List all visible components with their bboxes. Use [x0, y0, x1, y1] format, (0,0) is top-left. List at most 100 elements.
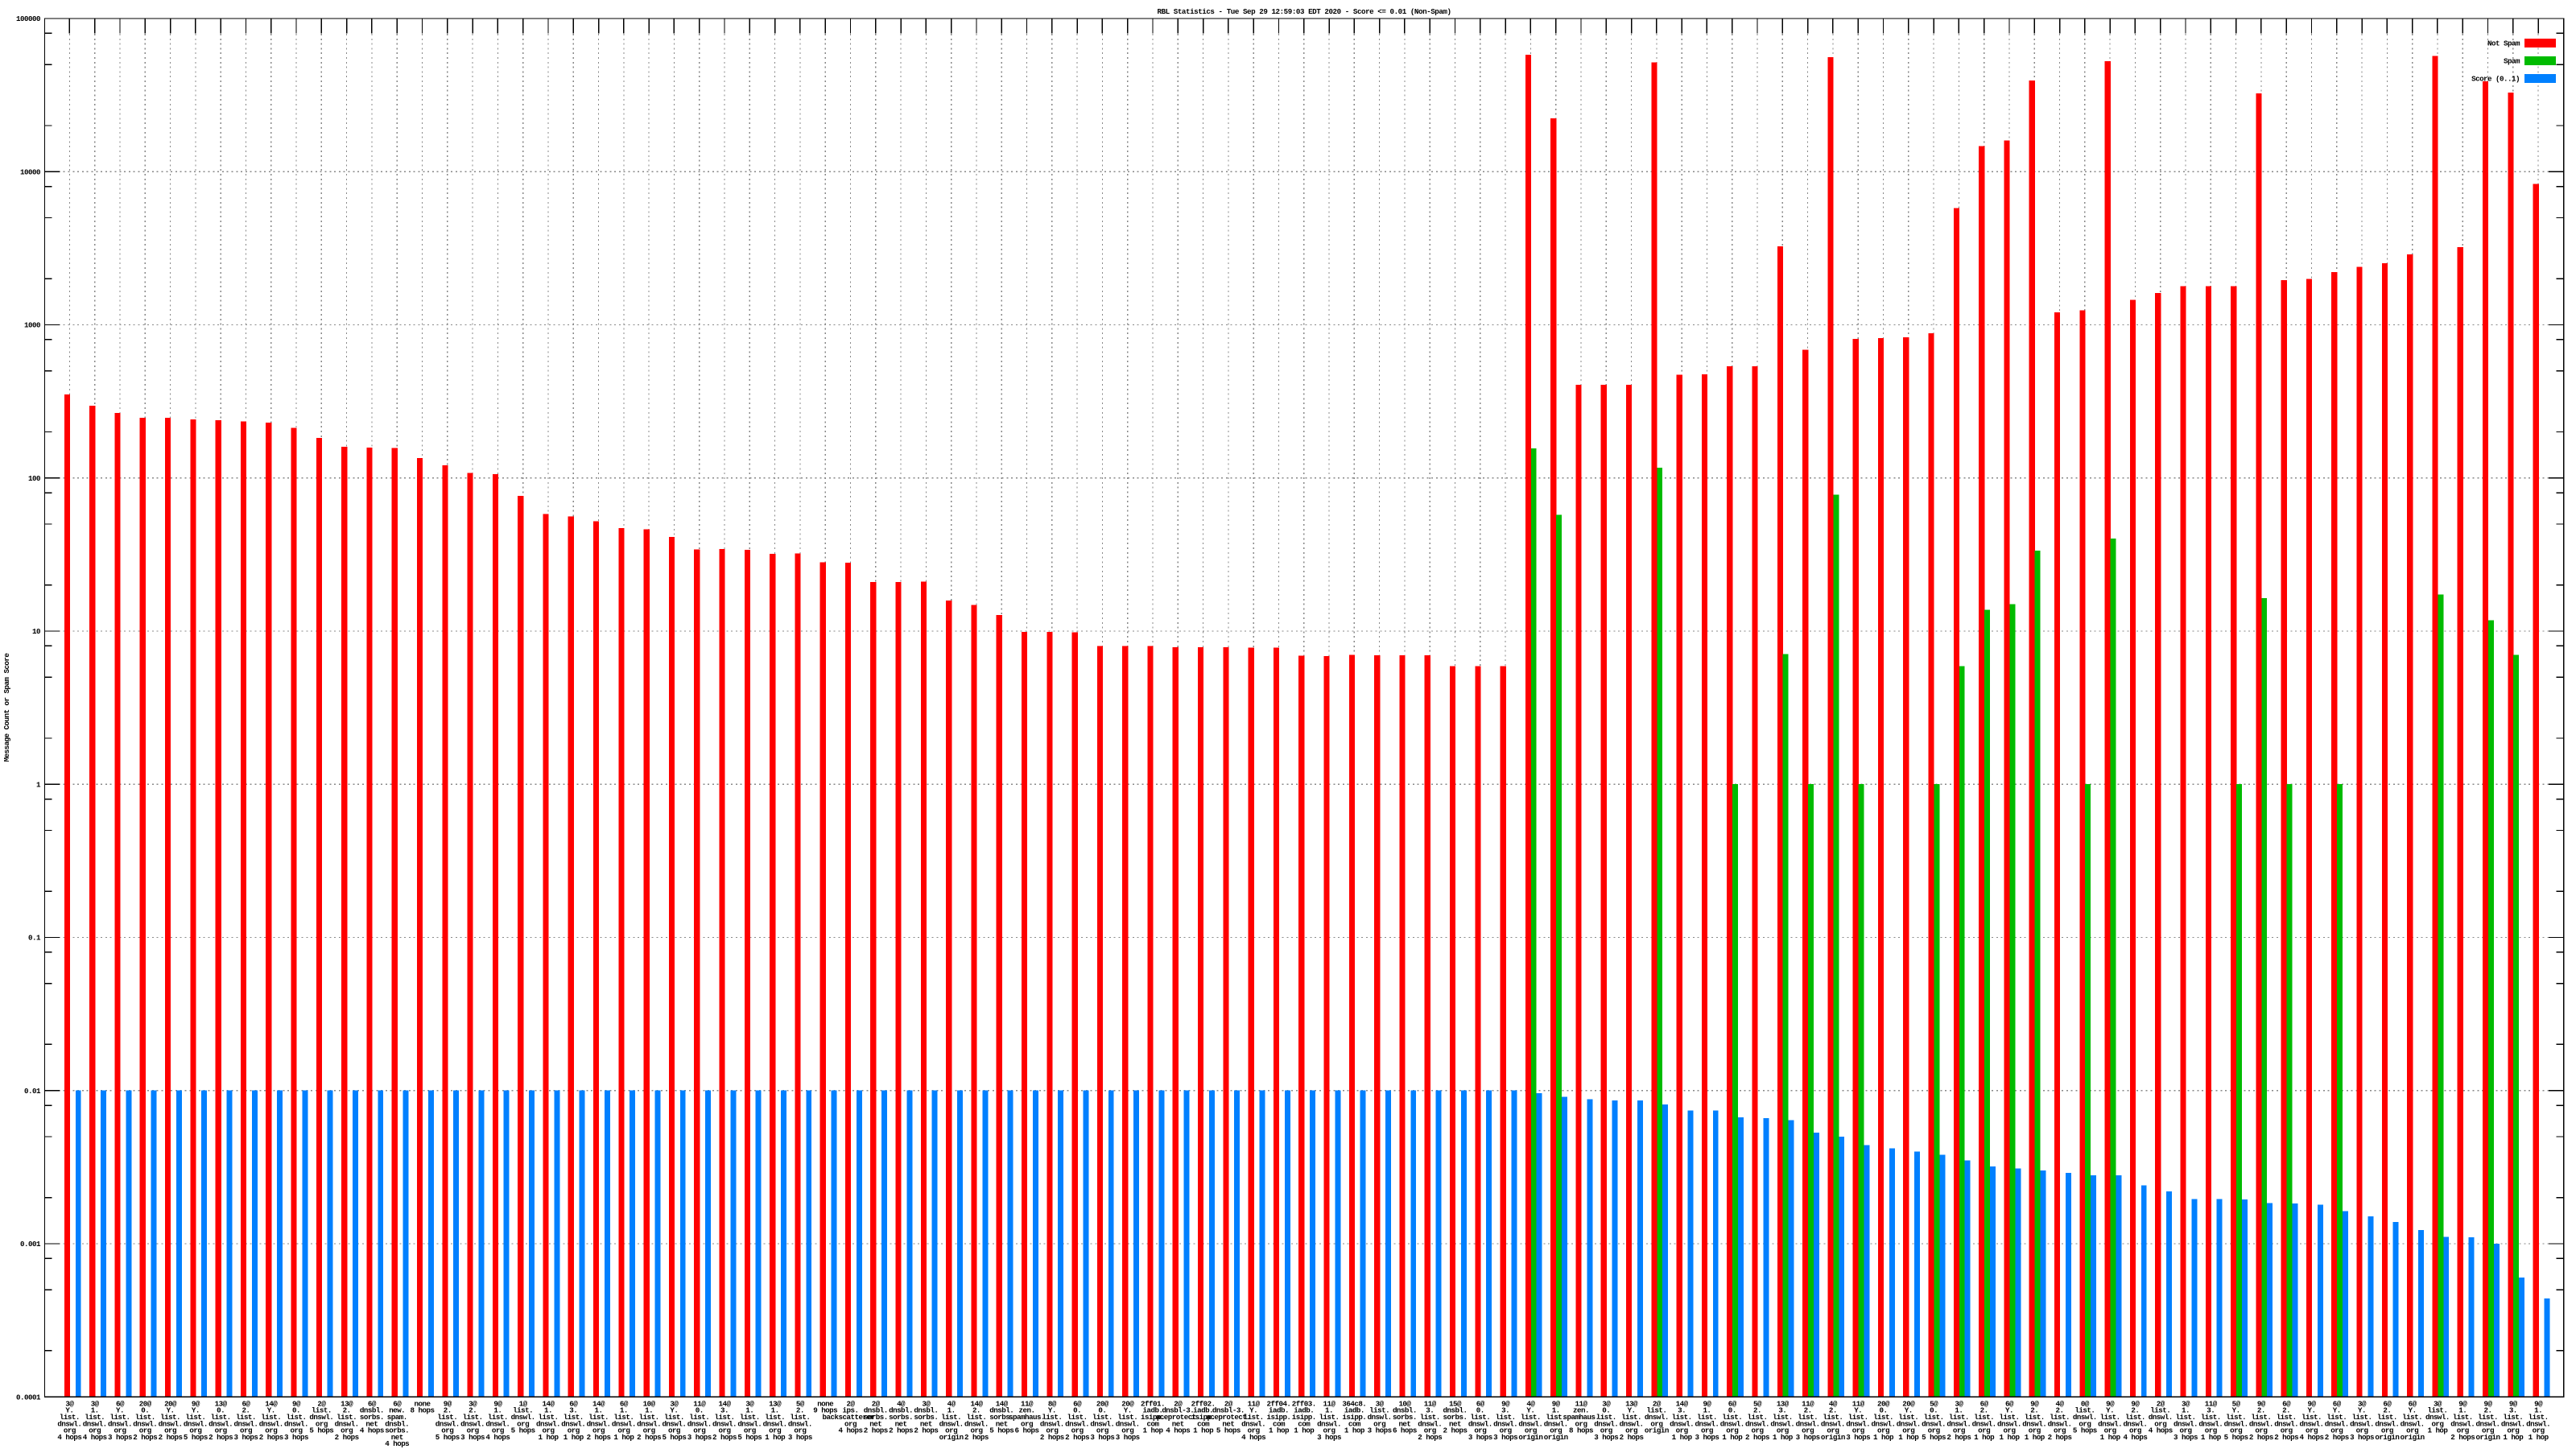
svg-text:100: 100	[28, 474, 40, 483]
svg-text:Score (0..1): Score (0..1)	[2471, 75, 2520, 84]
svg-text:Spam: Spam	[2504, 57, 2520, 66]
svg-text:10000: 10000	[20, 167, 40, 176]
svg-text:0.001: 0.001	[20, 1240, 41, 1249]
svg-text:Not Spam: Not Spam	[2487, 39, 2520, 48]
svg-text:0.0001: 0.0001	[16, 1393, 41, 1402]
svg-text:1000: 1000	[24, 321, 40, 330]
svg-text:10: 10	[32, 627, 40, 636]
svg-text:0.01: 0.01	[24, 1087, 41, 1096]
svg-text:1: 1	[36, 780, 41, 789]
svg-text:0.1: 0.1	[28, 934, 41, 943]
svg-text:RBL Statistics - Tue Sep 29 12: RBL Statistics - Tue Sep 29 12:59:03 EDT…	[1158, 7, 1451, 16]
svg-text:Message Count or Spam Score: Message Count or Spam Score	[2, 653, 11, 762]
